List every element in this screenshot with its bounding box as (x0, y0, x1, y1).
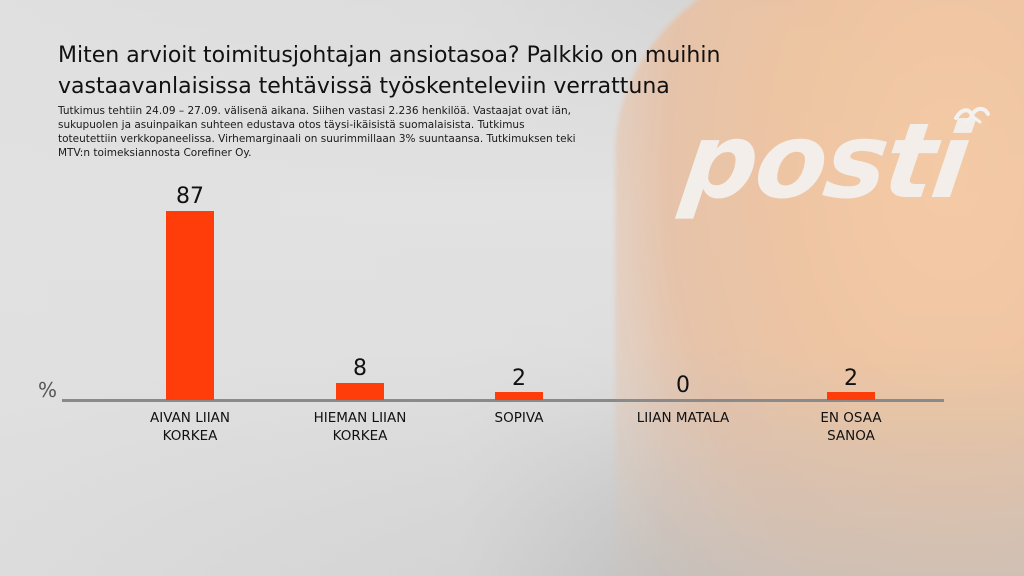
category-label-line1: EN OSAA (820, 410, 882, 426)
category-label: SOPIVA (449, 409, 589, 427)
category-label: EN OSAA SANOA (781, 409, 921, 445)
category-label-line1: AIVAN LIIAN (149, 410, 231, 426)
y-axis-unit: % (38, 378, 58, 402)
category-label: HIEMAN LIIAN KORKEA (290, 409, 430, 445)
bar-hieman-liian-korkea (336, 383, 384, 400)
x-axis-line (62, 399, 944, 402)
bar-value-label: 0 (676, 373, 690, 398)
category-label: AIVAN LIIAN KORKEA (120, 409, 260, 445)
category-label-line2: KORKEA (332, 428, 388, 444)
bar-value-label: 2 (844, 366, 858, 391)
bar-aivan-liian-korkea (166, 211, 214, 400)
chart-title: Miten arvioit toimitusjohtajan ansiotaso… (58, 43, 721, 99)
category-label-line1: SOPIVA (494, 410, 544, 426)
bar-value-label: 2 (512, 366, 526, 391)
category-label: LIIAN MATALA (613, 409, 753, 427)
category-label-line2: KORKEA (162, 428, 218, 444)
category-label-line1: LIIAN MATALA (636, 410, 730, 426)
bar-value-label: 8 (353, 356, 367, 381)
posti-logo: posti (675, 100, 976, 222)
survey-note: Tutkimus tehtiin 24.09 – 27.09. välisenä… (58, 105, 576, 159)
category-label-line1: HIEMAN LIIAN (313, 410, 407, 426)
bar-sopiva (495, 392, 543, 400)
bar-en-osaa-sanoa (827, 392, 875, 400)
bar-value-label: 87 (176, 184, 204, 209)
category-label-line2: SANOA (827, 428, 875, 444)
posti-bow-icon (954, 107, 990, 124)
